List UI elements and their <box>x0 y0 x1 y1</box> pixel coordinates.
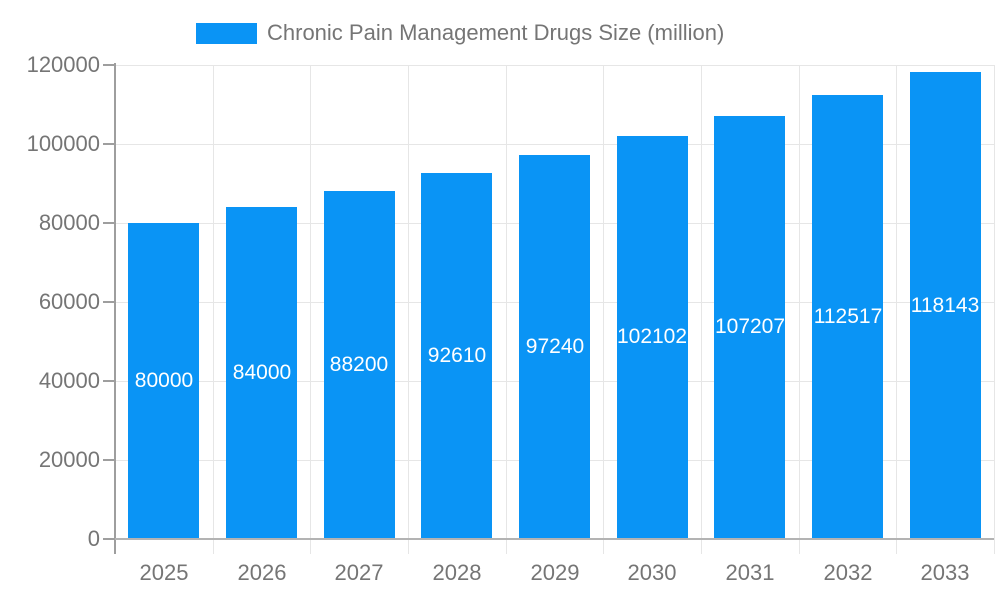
x-axis-label-2030: 2030 <box>627 560 677 585</box>
bar-2030[interactable] <box>617 136 688 539</box>
x-axis-label-2025: 2025 <box>139 560 189 585</box>
y-axis-tick-120000 <box>103 64 115 66</box>
gridline-x-boundary-1 <box>213 65 214 554</box>
bar-2027[interactable] <box>324 191 395 539</box>
bar-2025[interactable] <box>128 223 199 539</box>
x-axis-label-2029: 2029 <box>530 560 580 585</box>
bar-2029[interactable] <box>519 155 590 539</box>
bar-value-label-2028: 92610 <box>427 344 487 367</box>
gridline-x-boundary-9 <box>994 65 995 554</box>
gridline-x-boundary-6 <box>701 65 702 554</box>
gridline-x-boundary-8 <box>896 65 897 554</box>
y-axis-label-60000: 60000 <box>38 289 100 314</box>
x-axis-label-2031: 2031 <box>725 560 775 585</box>
y-axis-label-20000: 20000 <box>38 447 100 472</box>
bar-value-label-2025: 80000 <box>134 369 194 392</box>
y-axis-tick-20000 <box>103 459 115 461</box>
bar-value-label-2032: 112517 <box>813 305 883 328</box>
bar-value-label-2030: 102102 <box>616 325 688 348</box>
y-axis-tick-0 <box>103 538 115 540</box>
x-axis-line <box>115 538 994 540</box>
y-axis-label-80000: 80000 <box>38 210 100 235</box>
bar-2031[interactable] <box>714 116 785 539</box>
gridline-y-120000 <box>115 65 994 66</box>
bar-value-label-2029: 97240 <box>525 335 585 358</box>
bar-value-label-2031: 107207 <box>714 315 786 338</box>
y-axis-label-100000: 100000 <box>26 131 100 156</box>
y-axis-label-120000: 120000 <box>26 52 100 77</box>
bar-value-label-2027: 88200 <box>329 353 389 376</box>
gridline-x-boundary-3 <box>408 65 409 554</box>
bar-2028[interactable] <box>421 173 492 539</box>
gridline-x-boundary-2 <box>310 65 311 554</box>
y-axis-tick-80000 <box>103 222 115 224</box>
legend-swatch-icon <box>196 22 257 44</box>
x-axis-label-2033: 2033 <box>920 560 970 585</box>
bar-2033[interactable] <box>910 72 981 539</box>
y-axis-line <box>114 63 116 554</box>
x-axis-label-2026: 2026 <box>237 560 287 585</box>
x-axis-label-2028: 2028 <box>432 560 482 585</box>
gridline-x-boundary-5 <box>603 65 604 554</box>
y-axis-tick-40000 <box>103 380 115 382</box>
bar-value-label-2033: 118143 <box>910 294 980 317</box>
bar-2032[interactable] <box>812 95 883 539</box>
x-axis-label-2027: 2027 <box>334 560 384 585</box>
gridline-y-100000 <box>115 144 994 145</box>
gridline-x-boundary-7 <box>799 65 800 554</box>
y-axis-tick-100000 <box>103 143 115 145</box>
legend-label: Chronic Pain Management Drugs Size (mill… <box>267 20 725 45</box>
bar-2026[interactable] <box>226 207 297 539</box>
chart-legend: Chronic Pain Management Drugs Size (mill… <box>196 20 724 46</box>
y-axis-tick-60000 <box>103 301 115 303</box>
bar-value-label-2026: 84000 <box>232 361 292 384</box>
y-axis-label-40000: 40000 <box>38 368 100 393</box>
x-axis-label-2032: 2032 <box>823 560 873 585</box>
gridline-x-boundary-4 <box>506 65 507 554</box>
y-axis-label-0: 0 <box>87 526 100 551</box>
